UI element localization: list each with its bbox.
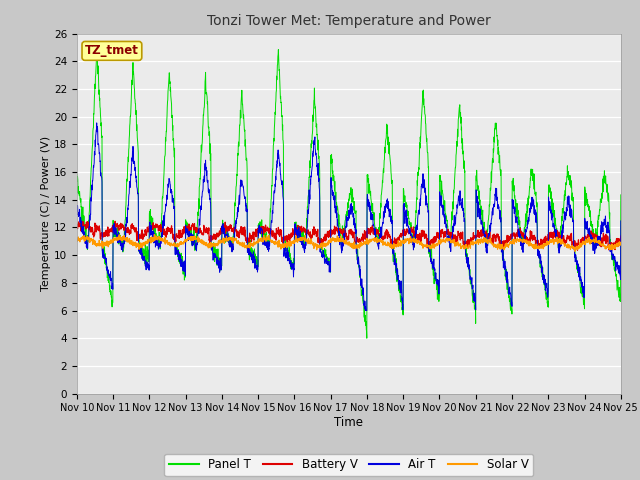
Panel T — [508, 308, 515, 314]
Panel T — [570, 194, 577, 200]
Panel T — [275, 47, 282, 52]
Air T — [570, 219, 577, 225]
Panel T — [225, 237, 232, 243]
Line: Battery V: Battery V — [77, 221, 621, 250]
Title: Tonzi Tower Met: Temperature and Power: Tonzi Tower Met: Temperature and Power — [207, 14, 491, 28]
Panel T — [73, 171, 81, 177]
Air T — [365, 199, 372, 205]
Y-axis label: Temperature (C) / Power (V): Temperature (C) / Power (V) — [41, 136, 51, 291]
Battery V — [225, 225, 232, 230]
Line: Air T: Air T — [77, 123, 621, 311]
Air T — [584, 231, 592, 237]
Battery V — [365, 230, 372, 236]
Text: TZ_tmet: TZ_tmet — [85, 44, 139, 58]
Panel T — [584, 202, 592, 208]
Line: Solar V: Solar V — [77, 234, 621, 252]
Air T — [508, 302, 515, 308]
Air T — [73, 207, 81, 213]
Battery V — [507, 236, 515, 242]
Air T — [93, 120, 100, 126]
Solar V — [73, 238, 81, 243]
Battery V — [111, 218, 119, 224]
Panel T — [365, 191, 372, 196]
Air T — [617, 218, 625, 224]
Solar V — [376, 237, 384, 243]
Air T — [377, 235, 385, 241]
Battery V — [569, 243, 577, 249]
Solar V — [225, 235, 232, 240]
Solar V — [571, 249, 579, 254]
Solar V — [569, 245, 577, 251]
Solar V — [617, 240, 625, 245]
Solar V — [584, 239, 592, 245]
Panel T — [363, 336, 371, 341]
Air T — [362, 308, 370, 313]
Battery V — [573, 247, 581, 253]
Solar V — [150, 231, 158, 237]
Battery V — [584, 235, 592, 240]
Air T — [225, 233, 232, 239]
Line: Panel T: Panel T — [77, 49, 621, 338]
Legend: Panel T, Battery V, Air T, Solar V: Panel T, Battery V, Air T, Solar V — [164, 454, 533, 476]
Panel T — [377, 201, 385, 206]
Panel T — [617, 192, 625, 198]
Battery V — [73, 223, 81, 229]
X-axis label: Time: Time — [334, 416, 364, 429]
Solar V — [365, 240, 372, 245]
Solar V — [507, 240, 515, 246]
Battery V — [617, 233, 625, 239]
Battery V — [376, 234, 384, 240]
